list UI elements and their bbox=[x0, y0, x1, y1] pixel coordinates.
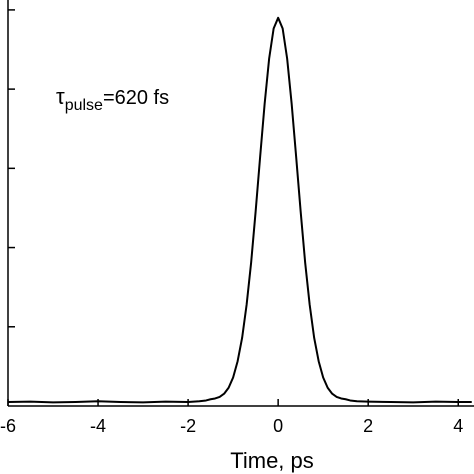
x-tick-label: -6 bbox=[0, 416, 16, 436]
x-tick-label: 0 bbox=[273, 416, 283, 436]
annotation-symbol: τ bbox=[56, 84, 65, 109]
x-tick-label: 4 bbox=[453, 416, 463, 436]
annotation-subscript: pulse bbox=[65, 97, 103, 114]
line bbox=[7, 16, 472, 404]
x-axis-label: Time, ps bbox=[230, 448, 314, 473]
annotation-text: =620 fs bbox=[103, 87, 169, 109]
annotation: τpulse=620 fs bbox=[56, 84, 169, 114]
x-tick-label: 2 bbox=[363, 416, 373, 436]
x-tick-label: -4 bbox=[90, 416, 106, 436]
x-tick-label: -2 bbox=[180, 416, 196, 436]
